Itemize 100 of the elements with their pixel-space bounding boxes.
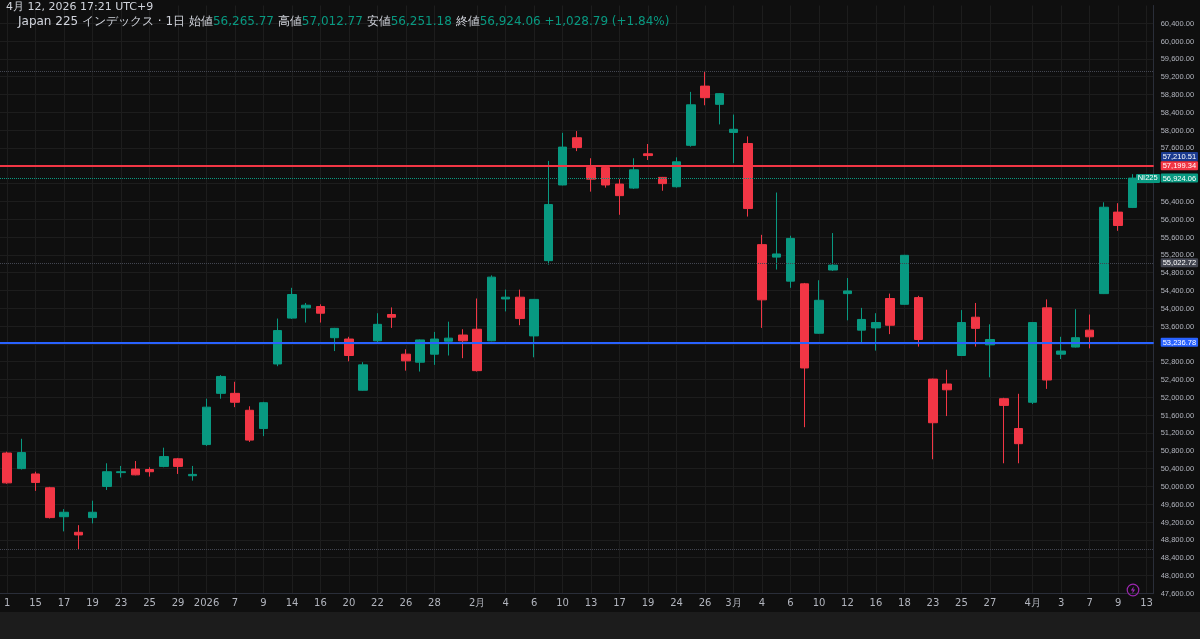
candlestick: [942, 369, 952, 417]
x-tick-label: 29: [171, 596, 185, 608]
candlestick: [501, 289, 510, 312]
x-tick-label: 3月: [725, 596, 742, 608]
x-tick-label: 22: [371, 596, 384, 608]
candlestick: [1056, 336, 1066, 360]
candlestick: [487, 274, 496, 342]
x-tick-label: 13: [584, 596, 598, 608]
candlestick: [145, 466, 154, 478]
x-tick-label: 7: [1086, 596, 1093, 608]
x-tick-label: 2026: [193, 596, 220, 608]
candlestick: [843, 277, 852, 321]
candlestick: [885, 293, 895, 335]
candlestick: [572, 130, 582, 152]
candlestick: [529, 298, 539, 358]
candlestick: [914, 295, 923, 348]
x-tick-label: 18: [898, 596, 911, 608]
x-tick-label: 3: [1057, 596, 1065, 608]
candlestick: [230, 381, 240, 408]
candlestick: [415, 338, 425, 373]
x-tick-label: 9: [1114, 596, 1122, 608]
x-tick-label: 10: [812, 596, 826, 608]
candlestick: [900, 254, 909, 306]
candlestick: [301, 302, 311, 324]
candlestick: [216, 374, 226, 400]
candlestick: [45, 486, 55, 519]
x-tick-label: 12: [841, 596, 854, 608]
candlestick: [700, 70, 710, 106]
x-tick-label: 19: [641, 596, 655, 608]
x-tick-label: 13: [1140, 596, 1153, 608]
candlestick: [74, 524, 83, 550]
text: Japan 225 インデックス · 1日 始値56,265.77 高値57,012.77 安値56,251.18 終値56,924.06 +1,028.79 (+1.84%): [18, 14, 670, 28]
x-tick-label: 6: [787, 596, 794, 608]
candlestick: [259, 401, 268, 437]
candlestick: [757, 234, 767, 329]
candlestick: [273, 318, 282, 367]
chart-title: 4月 12, 2026 17:21 UTC+9: [6, 0, 154, 13]
candlestick: [131, 460, 140, 476]
candlestick: [1014, 393, 1023, 464]
x-tick-label: 25: [955, 596, 968, 608]
candlestick: [515, 289, 525, 326]
x-tick-label: 17: [57, 596, 71, 608]
candlestick: [287, 287, 297, 320]
x-tick-label: 17: [613, 596, 626, 608]
candlestick: [857, 307, 866, 344]
x-tick-label: 9: [260, 596, 267, 608]
candlestick: [59, 508, 69, 532]
x-tick-label: 24: [670, 596, 683, 608]
x-tick-label: 27: [983, 596, 997, 608]
candlestick: [387, 306, 396, 329]
candlestick: [31, 471, 40, 492]
x-tick-label: 7: [231, 596, 239, 608]
candlestick: [928, 378, 938, 460]
candlestick: [658, 176, 667, 192]
x-tick-label: 1: [3, 596, 11, 608]
candlestick: [1099, 201, 1109, 295]
x-tick-label: 14: [285, 596, 299, 608]
candlestick: [957, 309, 966, 357]
x-tick-label: 19: [86, 596, 99, 608]
x-tick-label: 4: [502, 596, 509, 608]
x-tick-label: 23: [926, 596, 940, 608]
candlestick: [102, 462, 112, 491]
x-tick-label: 2月: [468, 596, 486, 608]
candlestick: [1028, 321, 1037, 405]
candlestick: [772, 192, 781, 271]
x-tick-label: 20: [342, 596, 356, 608]
candlestick: [401, 348, 411, 372]
x-tick-label: 4: [758, 596, 766, 608]
candlestick: [188, 465, 197, 482]
candlestick: [971, 302, 980, 348]
x-tick-label: 6: [530, 596, 538, 608]
x-tick-label: 23: [114, 596, 128, 608]
x-tick-label: 10: [556, 596, 569, 608]
candlestick: [2, 451, 12, 485]
candlestick: [800, 282, 809, 428]
candlestick: [686, 91, 696, 148]
candlestick: [472, 298, 482, 373]
candlestick: [444, 321, 453, 357]
candlestick: [1085, 314, 1094, 349]
candlestick: [358, 361, 368, 392]
candlestick: [715, 92, 724, 125]
candlestick: [786, 235, 795, 289]
candlestick: [729, 114, 738, 164]
x-tick-label: 28: [428, 596, 441, 608]
x-tick-label: 25: [143, 596, 156, 608]
candlestick: [828, 232, 838, 272]
candlestick: [202, 398, 211, 447]
candlestick: [814, 279, 824, 335]
candlestick: [330, 327, 339, 352]
candlestick: [1113, 202, 1123, 232]
x-tick-label: 16: [314, 596, 327, 608]
candlestick: [373, 312, 382, 344]
candlestick: [458, 328, 468, 359]
x-tick-label: 26: [698, 596, 712, 608]
candlestick: [1042, 298, 1052, 390]
x-tick-label: 16: [869, 596, 883, 608]
candlestick: [88, 500, 97, 524]
candlestick: [173, 457, 183, 475]
candlestick: [871, 312, 881, 352]
candlestick: [999, 397, 1009, 464]
